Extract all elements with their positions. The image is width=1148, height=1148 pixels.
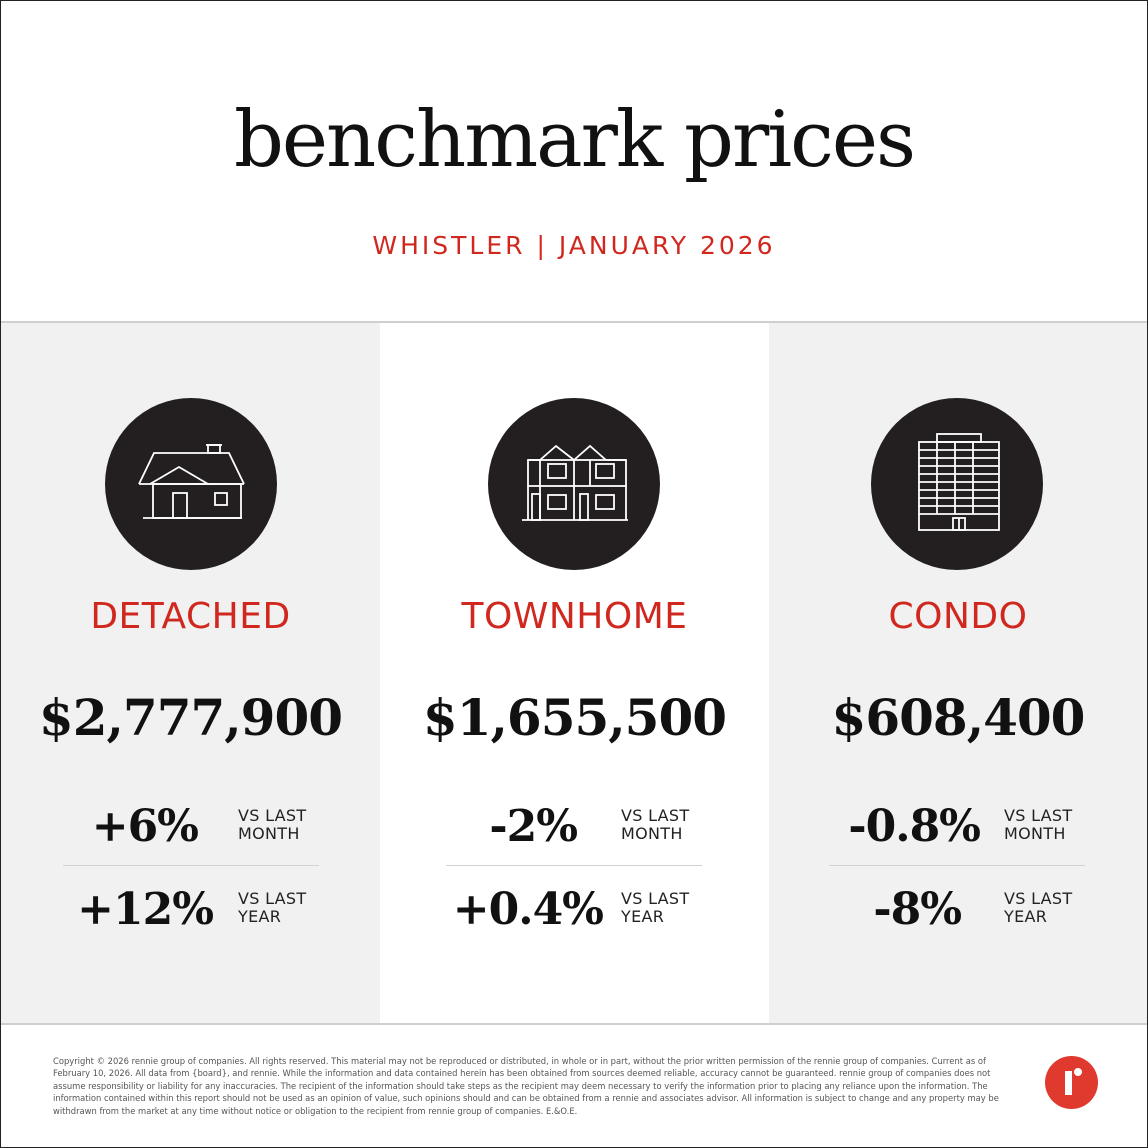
townhome-icon — [488, 398, 660, 570]
stat-divider — [63, 865, 319, 866]
month-change-stat: -0.8% VS LAST MONTH — [769, 801, 1147, 852]
vs-label-line: YEAR — [621, 907, 665, 926]
vs-label-line: MONTH — [238, 824, 300, 843]
month-change-label: VS LAST MONTH — [238, 807, 306, 843]
year-change-value: +0.4% — [452, 884, 604, 935]
year-change-value: +12% — [77, 884, 214, 935]
vs-label-line: VS LAST — [1004, 806, 1073, 825]
rennie-logo-icon — [1045, 1056, 1098, 1109]
category-panel-townhome: TOWNHOME $1,655,500 -2% VS LAST MONTH +0… — [380, 323, 769, 1023]
month-change-value: -2% — [489, 801, 578, 852]
vs-label-line: VS LAST — [621, 806, 690, 825]
month-change-value: -0.8% — [848, 801, 981, 852]
vs-label-line: VS LAST — [238, 806, 307, 825]
house-icon — [105, 398, 277, 570]
benchmark-price: $1,655,500 — [422, 688, 727, 747]
header: benchmark prices WHISTLER | JANUARY 2026 — [1, 1, 1147, 321]
month-change-value: +6% — [91, 801, 199, 852]
vs-label-line: MONTH — [621, 824, 683, 843]
month-change-stat: +6% VS LAST MONTH — [1, 801, 380, 852]
divider — [1, 321, 1147, 323]
stat-divider — [829, 865, 1085, 866]
month-change-stat: -2% VS LAST MONTH — [380, 801, 769, 852]
vs-label-line: VS LAST — [1004, 889, 1073, 908]
category-label: DETACHED — [90, 596, 291, 637]
vs-label-line: YEAR — [1004, 907, 1048, 926]
year-change-label: VS LAST YEAR — [621, 890, 689, 926]
vs-label-line: VS LAST — [238, 889, 307, 908]
logo-stem — [1065, 1071, 1072, 1095]
year-change-stat: +12% VS LAST YEAR — [1, 884, 380, 935]
category-label: CONDO — [888, 596, 1028, 637]
benchmark-price: $608,400 — [831, 688, 1086, 747]
year-change-label: VS LAST YEAR — [1004, 890, 1072, 926]
year-change-stat: +0.4% VS LAST YEAR — [380, 884, 769, 935]
divider — [1, 1023, 1147, 1025]
page-title: benchmark prices — [233, 95, 916, 185]
year-change-stat: -8% VS LAST YEAR — [769, 884, 1147, 935]
vs-label-line: YEAR — [238, 907, 282, 926]
vs-label-line: MONTH — [1004, 824, 1066, 843]
month-change-label: VS LAST MONTH — [621, 807, 689, 843]
page-subtitle: WHISTLER | JANUARY 2026 — [372, 231, 776, 260]
category-label: TOWNHOME — [461, 596, 688, 637]
copyright-disclaimer: Copyright © 2026 rennie group of compani… — [53, 1056, 999, 1116]
stat-divider — [446, 865, 702, 866]
benchmark-price: $2,777,900 — [38, 688, 343, 747]
month-change-label: VS LAST MONTH — [1004, 807, 1072, 843]
category-panel-condo: CONDO $608,400 -0.8% VS LAST MONTH -8% V… — [769, 323, 1147, 1023]
condo-building-icon — [871, 398, 1043, 570]
category-panel-detached: DETACHED $2,777,900 +6% VS LAST MONTH +1… — [1, 323, 380, 1023]
year-change-label: VS LAST YEAR — [238, 890, 306, 926]
vs-label-line: VS LAST — [621, 889, 690, 908]
logo-dot — [1074, 1068, 1082, 1076]
year-change-value: -8% — [873, 884, 962, 935]
